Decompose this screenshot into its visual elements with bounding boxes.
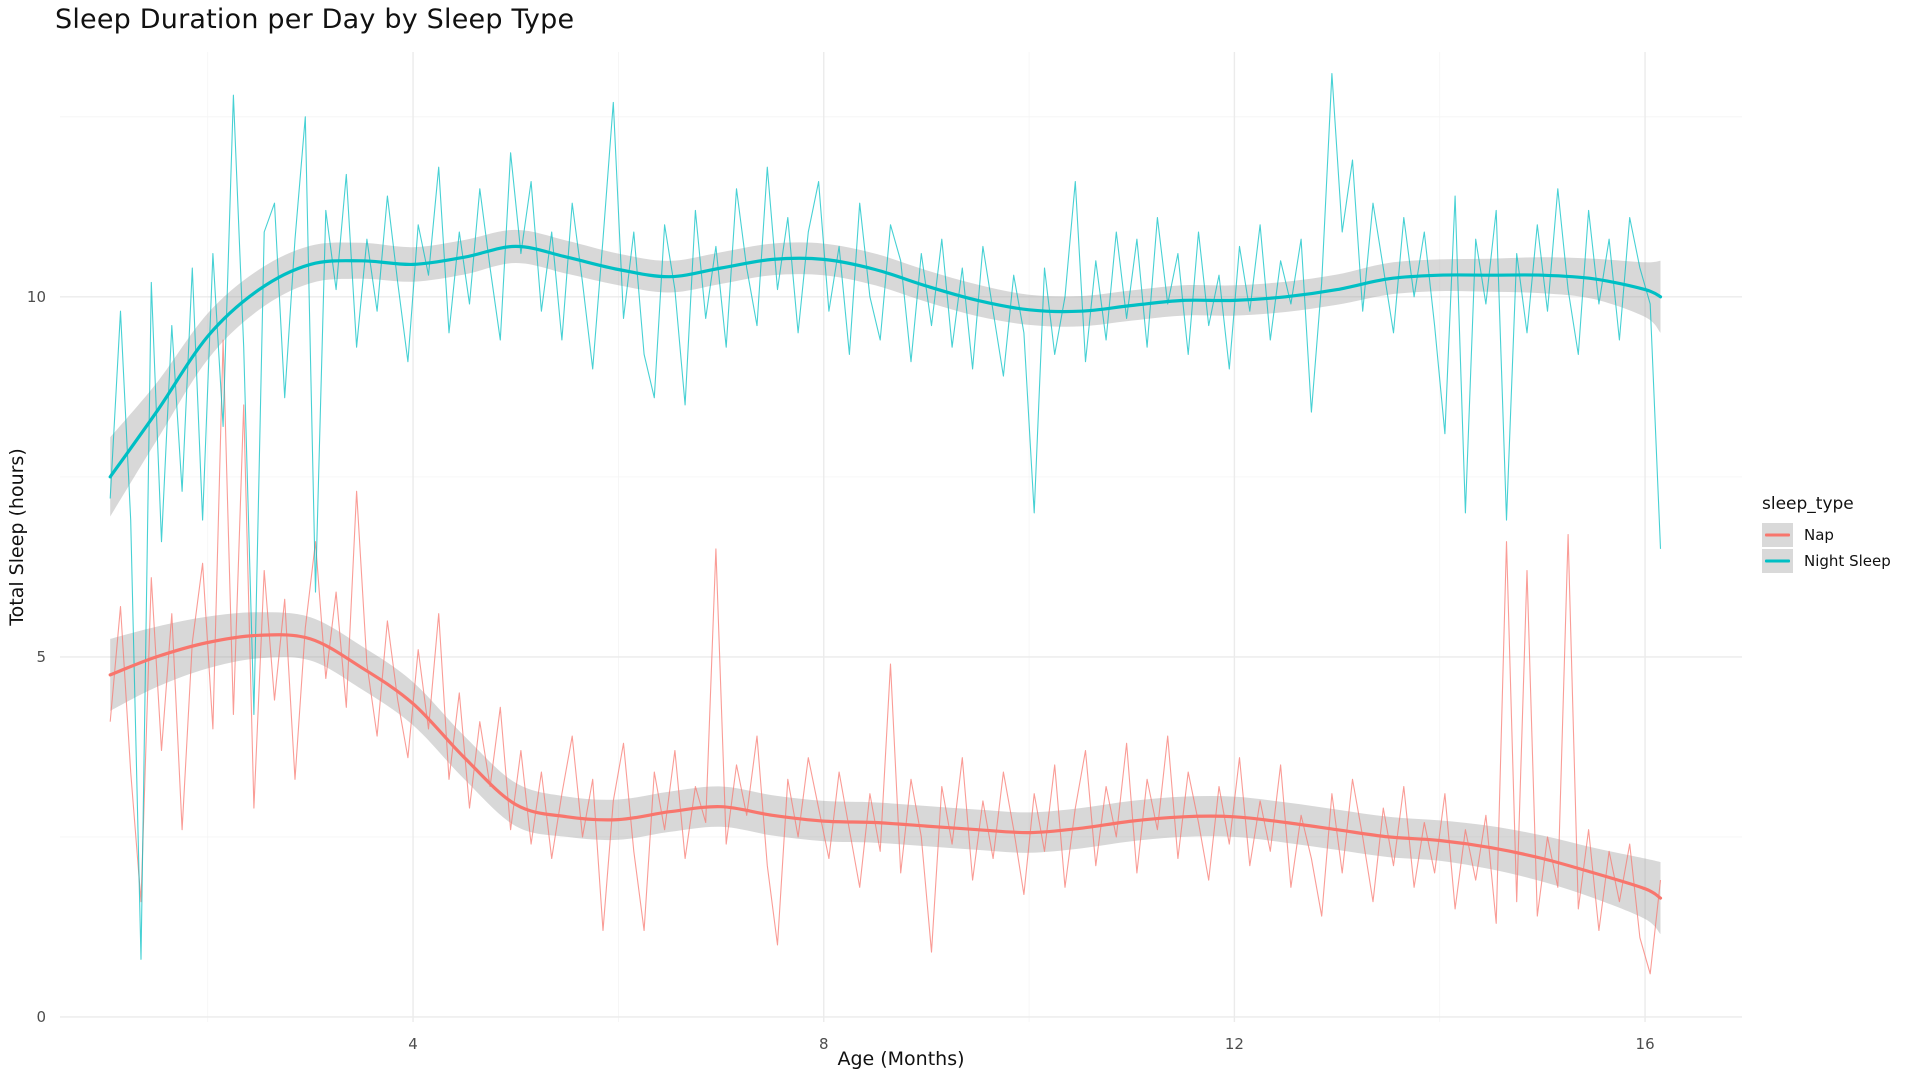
confidence-ribbon-nap xyxy=(110,612,1661,935)
x-tick-label: 16 xyxy=(1636,1035,1655,1053)
grid-minor xyxy=(60,52,1742,1022)
confidence-ribbon-night-sleep xyxy=(110,229,1661,517)
smooth-line-night-sleep xyxy=(108,244,1663,479)
y-tick-label: 5 xyxy=(36,648,46,666)
data-layer xyxy=(108,73,1663,975)
legend-label-night-sleep: Night Sleep xyxy=(1804,551,1891,570)
night-sleep-key-line-icon xyxy=(1765,559,1790,562)
legend-title: sleep_type xyxy=(1762,494,1854,514)
y-tick-label: 10 xyxy=(27,288,46,306)
legend-key-nap xyxy=(1762,522,1793,547)
legend-item-nap: Nap xyxy=(1762,522,1891,547)
legend: sleep_type Nap Night Sleep xyxy=(1762,494,1891,574)
legend-label-nap: Nap xyxy=(1804,525,1834,544)
raw-line-nap xyxy=(109,339,1662,975)
axis-tick-labels: 0 5 10 4 8 12 16 xyxy=(27,288,1655,1053)
x-tick-label: 12 xyxy=(1225,1035,1244,1053)
x-tick-label: 8 xyxy=(819,1035,829,1053)
legend-item-night-sleep: Night Sleep xyxy=(1762,548,1891,573)
nap-key-line-icon xyxy=(1765,533,1790,536)
x-axis-title: Age (Months) xyxy=(837,1048,965,1070)
y-axis-title: Total Sleep (hours) xyxy=(6,448,28,626)
y-tick-label: 0 xyxy=(36,1008,46,1026)
grid-major xyxy=(60,52,1742,1022)
legend-key-night-sleep xyxy=(1762,548,1793,573)
raw-line-night-sleep xyxy=(109,73,1662,960)
x-tick-label: 4 xyxy=(408,1035,418,1053)
smooth-line-nap xyxy=(108,633,1663,900)
chart-title: Sleep Duration per Day by Sleep Type xyxy=(55,4,575,35)
